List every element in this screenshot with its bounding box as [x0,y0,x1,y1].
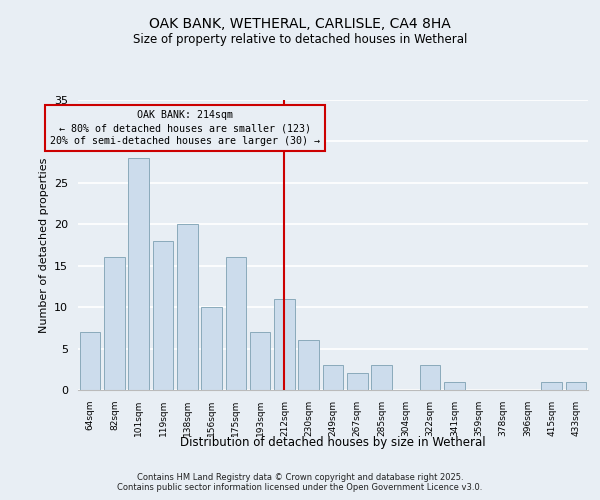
Bar [80,332,100,390]
Bar [177,224,197,390]
Bar [274,299,295,390]
Text: OAK BANK: 214sqm
← 80% of detached houses are smaller (123)
20% of semi-detached: OAK BANK: 214sqm ← 80% of detached house… [50,110,320,146]
Bar [250,332,271,390]
Text: Distribution of detached houses by size in Wetheral: Distribution of detached houses by size … [180,436,486,449]
Bar [444,382,465,390]
Bar [420,365,440,390]
Bar [371,365,392,390]
Bar [347,374,368,390]
Text: Contains HM Land Registry data © Crown copyright and database right 2025.: Contains HM Land Registry data © Crown c… [137,473,463,482]
Text: Size of property relative to detached houses in Wetheral: Size of property relative to detached ho… [133,32,467,46]
Y-axis label: Number of detached properties: Number of detached properties [38,158,49,332]
Bar [152,241,173,390]
Bar [566,382,586,390]
Bar [541,382,562,390]
Bar [323,365,343,390]
Bar [226,258,246,390]
Text: Contains public sector information licensed under the Open Government Licence v3: Contains public sector information licen… [118,483,482,492]
Bar [128,158,149,390]
Bar [298,340,319,390]
Bar [201,307,222,390]
Text: OAK BANK, WETHERAL, CARLISLE, CA4 8HA: OAK BANK, WETHERAL, CARLISLE, CA4 8HA [149,18,451,32]
Bar [104,258,125,390]
